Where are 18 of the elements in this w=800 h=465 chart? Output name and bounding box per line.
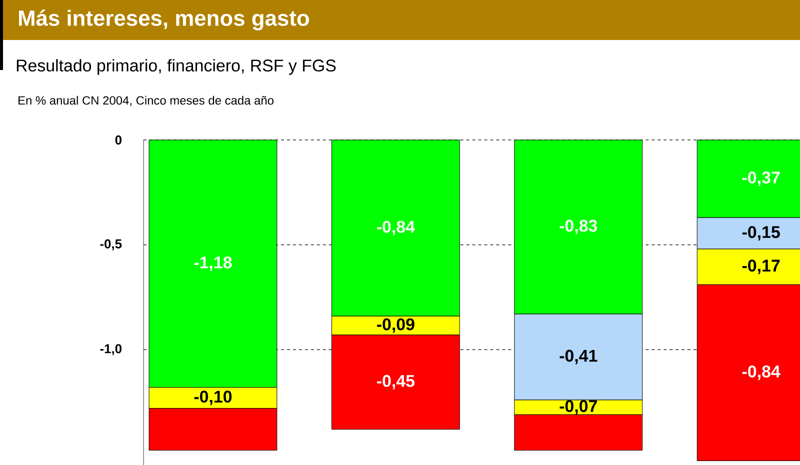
data-label: -0,45 [377,374,415,390]
text: En % anual CN 2004, Cinco meses de cada año [18,96,274,106]
data-label: -0,07 [560,400,597,415]
data-label: -1,18 [194,256,232,271]
chart-title: Más intereses, menos gasto [19,10,309,30]
data-label: -0,84 [377,220,415,236]
data-label: -0,41 [560,350,598,364]
y-tick-label: 0 [115,135,122,145]
data-label: -0,15 [742,226,780,241]
data-label: -0,09 [377,318,414,333]
y-tick-label: -1,0 [100,344,122,356]
y-tick-label: -0,5 [100,239,122,250]
data-label: -0,10 [194,390,232,406]
data-label: -0,83 [560,220,598,234]
data-label: -0,84 [742,366,780,380]
chart-subtitle: Resultado primario, financiero, RSF y FGS [16,59,336,75]
data-label: -0,37 [742,172,780,186]
data-label: -0,17 [742,260,780,274]
